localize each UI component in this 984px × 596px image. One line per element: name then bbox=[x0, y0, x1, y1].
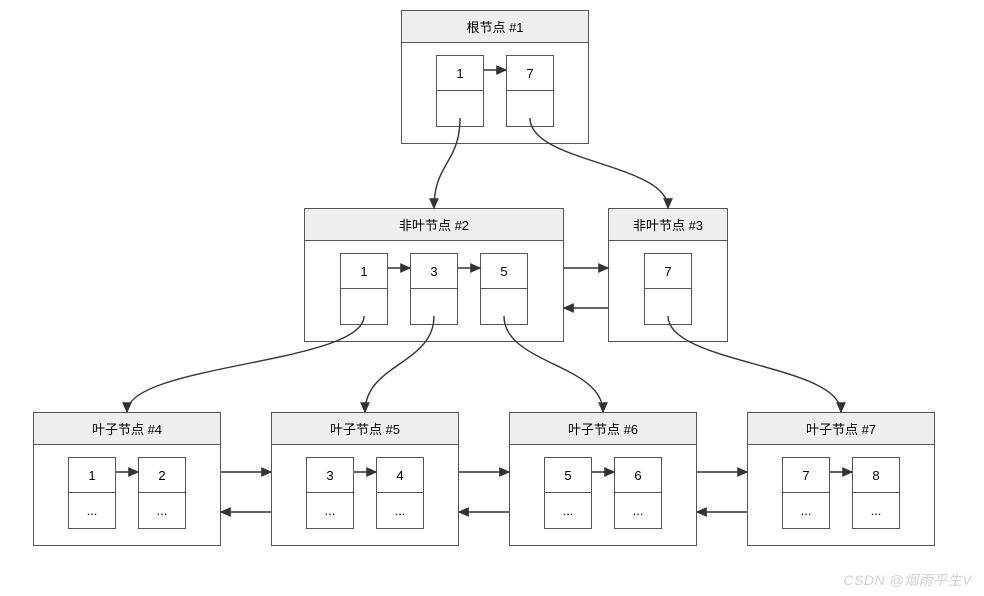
key-cell: 7 bbox=[644, 253, 692, 289]
ptr-cell: ... bbox=[614, 493, 662, 529]
internal-node-2: 非叶节点 #2 1 3 5 bbox=[304, 208, 564, 342]
cell-col: 3 bbox=[410, 253, 458, 325]
node-title: 叶子节点 #7 bbox=[748, 413, 934, 445]
cell-col: 1 bbox=[436, 55, 484, 127]
ptr-cell: ... bbox=[782, 493, 830, 529]
ptr-cell bbox=[644, 289, 692, 325]
node-title: 根节点 #1 bbox=[402, 11, 588, 43]
cell-col: 1 ... bbox=[68, 457, 116, 529]
node-title: 叶子节点 #4 bbox=[34, 413, 220, 445]
node-title: 非叶节点 #3 bbox=[609, 209, 727, 241]
ptr-cell bbox=[410, 289, 458, 325]
key-cell: 1 bbox=[68, 457, 116, 493]
node-body: 7 ... 8 ... bbox=[748, 445, 934, 545]
node-body: 1 ... 2 ... bbox=[34, 445, 220, 545]
internal-node-3: 非叶节点 #3 7 bbox=[608, 208, 728, 342]
leaf-node-4: 叶子节点 #4 1 ... 2 ... bbox=[33, 412, 221, 546]
cell-col: 7 bbox=[644, 253, 692, 325]
key-cell: 3 bbox=[306, 457, 354, 493]
node-body: 3 ... 4 ... bbox=[272, 445, 458, 545]
node-title: 非叶节点 #2 bbox=[305, 209, 563, 241]
node-body: 1 3 5 bbox=[305, 241, 563, 341]
watermark: CSDN @烟雨平生V bbox=[843, 570, 972, 590]
ptr-cell bbox=[480, 289, 528, 325]
leaf-node-5: 叶子节点 #5 3 ... 4 ... bbox=[271, 412, 459, 546]
cell-col: 7 bbox=[506, 55, 554, 127]
node-title: 叶子节点 #5 bbox=[272, 413, 458, 445]
cell-col: 1 bbox=[340, 253, 388, 325]
key-cell: 5 bbox=[544, 457, 592, 493]
ptr-cell bbox=[506, 91, 554, 127]
cell-col: 7 ... bbox=[782, 457, 830, 529]
key-cell: 7 bbox=[782, 457, 830, 493]
ptr-cell: ... bbox=[306, 493, 354, 529]
root-node-1: 根节点 #1 1 7 bbox=[401, 10, 589, 144]
ptr-cell: ... bbox=[544, 493, 592, 529]
cell-col: 6 ... bbox=[614, 457, 662, 529]
node-body: 1 7 bbox=[402, 43, 588, 143]
key-cell: 5 bbox=[480, 253, 528, 289]
key-cell: 4 bbox=[376, 457, 424, 493]
cell-col: 2 ... bbox=[138, 457, 186, 529]
leaf-node-7: 叶子节点 #7 7 ... 8 ... bbox=[747, 412, 935, 546]
ptr-cell: ... bbox=[376, 493, 424, 529]
leaf-node-6: 叶子节点 #6 5 ... 6 ... bbox=[509, 412, 697, 546]
node-body: 5 ... 6 ... bbox=[510, 445, 696, 545]
key-cell: 1 bbox=[340, 253, 388, 289]
ptr-cell: ... bbox=[138, 493, 186, 529]
node-title: 叶子节点 #6 bbox=[510, 413, 696, 445]
key-cell: 3 bbox=[410, 253, 458, 289]
cell-col: 5 ... bbox=[544, 457, 592, 529]
cell-col: 8 ... bbox=[852, 457, 900, 529]
ptr-cell bbox=[436, 91, 484, 127]
cell-col: 4 ... bbox=[376, 457, 424, 529]
key-cell: 7 bbox=[506, 55, 554, 91]
key-cell: 8 bbox=[852, 457, 900, 493]
ptr-cell: ... bbox=[68, 493, 116, 529]
key-cell: 1 bbox=[436, 55, 484, 91]
cell-col: 5 bbox=[480, 253, 528, 325]
cell-col: 3 ... bbox=[306, 457, 354, 529]
key-cell: 6 bbox=[614, 457, 662, 493]
ptr-cell: ... bbox=[852, 493, 900, 529]
ptr-cell bbox=[340, 289, 388, 325]
node-body: 7 bbox=[609, 241, 727, 341]
key-cell: 2 bbox=[138, 457, 186, 493]
